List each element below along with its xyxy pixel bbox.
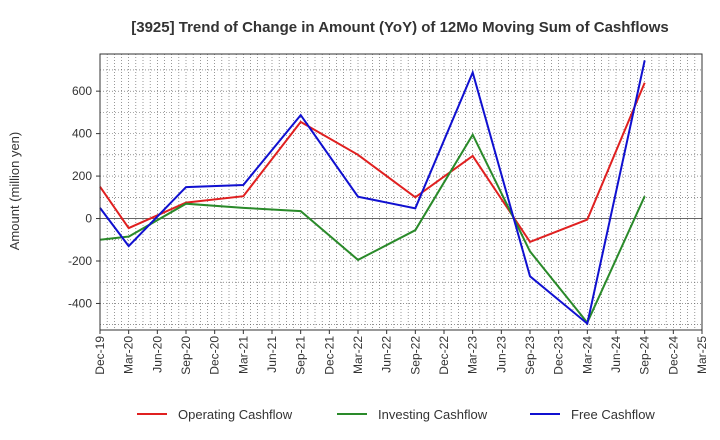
y-tick-labels: -400 -200 0 200 400 600 (68, 84, 100, 310)
x-tick-label: Sep-24 (638, 336, 652, 375)
y-tick-label: -200 (68, 254, 92, 268)
series-line-free-cashflow (99, 60, 646, 326)
x-tick-label: Mar-25 (695, 336, 709, 374)
legend-label: Free Cashflow (571, 407, 655, 422)
legend: Operating Cashflow Investing Cashflow Free… (137, 407, 655, 422)
series-line-operating-cashflow (99, 82, 646, 244)
series-line-investing-cashflow (99, 132, 646, 325)
x-tick-labels: Dec-19 Mar-20 Jun-20 Sep-20 Dec-20 Mar-21 Jun-… (93, 330, 709, 375)
y-axis-label: Amount (million yen) (7, 132, 22, 251)
x-tick-label: Jun-22 (380, 336, 394, 373)
x-tick-label: Dec-20 (208, 336, 222, 375)
x-tick-label: Dec-22 (437, 336, 451, 375)
x-tick-label: Sep-22 (408, 336, 422, 375)
x-tick-label: Mar-21 (236, 336, 250, 374)
legend-label: Investing Cashflow (378, 407, 488, 422)
x-tick-label: Jun-23 (494, 336, 508, 373)
y-tick-label: 200 (72, 169, 92, 183)
x-tick-label: Dec-21 (322, 336, 336, 375)
x-tick-label: Jun-24 (609, 336, 623, 373)
x-tick-label: Mar-23 (466, 336, 480, 374)
x-tick-label: Dec-24 (666, 336, 680, 375)
plot-frame (99, 53, 703, 331)
x-tick-label: Dec-23 (552, 336, 566, 375)
y-tick-label: -400 (68, 296, 92, 310)
chart-title: [3925] Trend of Change in Amount (YoY) o… (131, 19, 669, 36)
x-tick-label: Mar-22 (351, 336, 365, 374)
x-tick-label: Sep-21 (294, 336, 308, 375)
x-tick-label: Sep-23 (523, 336, 537, 375)
x-tick-label: Dec-19 (93, 336, 107, 375)
grid (100, 54, 702, 330)
y-tick-label: 600 (72, 84, 92, 98)
series-group (99, 60, 646, 326)
legend-label: Operating Cashflow (178, 407, 293, 422)
x-tick-label: Mar-20 (122, 336, 136, 374)
x-tick-label: Mar-24 (580, 336, 594, 374)
x-tick-label: Jun-20 (150, 336, 164, 373)
y-tick-label: 0 (85, 212, 92, 226)
x-tick-label: Jun-21 (265, 336, 279, 373)
y-tick-label: 400 (72, 127, 92, 141)
x-tick-label: Sep-20 (179, 336, 193, 375)
